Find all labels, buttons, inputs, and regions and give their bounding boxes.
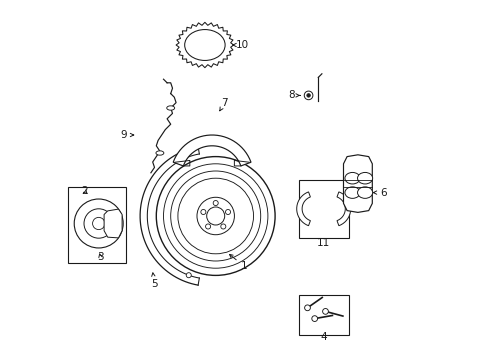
Text: 4: 4 xyxy=(320,332,326,342)
Text: 2: 2 xyxy=(81,186,87,196)
Text: 6: 6 xyxy=(373,188,386,198)
Ellipse shape xyxy=(344,172,359,184)
Bar xyxy=(68,187,125,263)
Circle shape xyxy=(156,157,275,275)
Ellipse shape xyxy=(357,187,372,198)
Ellipse shape xyxy=(184,30,224,60)
Circle shape xyxy=(92,217,104,230)
Text: 11: 11 xyxy=(316,238,330,248)
Circle shape xyxy=(304,91,312,100)
Bar xyxy=(298,180,348,238)
Text: 3: 3 xyxy=(97,252,103,262)
Circle shape xyxy=(74,199,123,248)
Text: 1: 1 xyxy=(229,255,247,271)
Text: 8: 8 xyxy=(287,90,300,100)
Circle shape xyxy=(206,207,224,225)
Text: 9: 9 xyxy=(121,130,133,140)
Circle shape xyxy=(225,210,230,215)
Polygon shape xyxy=(343,155,371,212)
Circle shape xyxy=(221,224,225,229)
Circle shape xyxy=(205,224,210,229)
Polygon shape xyxy=(104,209,122,238)
Circle shape xyxy=(201,210,205,215)
Ellipse shape xyxy=(357,172,372,184)
Polygon shape xyxy=(140,147,199,285)
Circle shape xyxy=(304,305,310,311)
Text: 5: 5 xyxy=(151,273,158,289)
Circle shape xyxy=(322,309,328,314)
Polygon shape xyxy=(173,135,250,166)
Bar xyxy=(298,295,348,335)
Ellipse shape xyxy=(156,151,163,155)
Polygon shape xyxy=(296,192,310,226)
Circle shape xyxy=(213,201,218,206)
Ellipse shape xyxy=(344,187,359,198)
Ellipse shape xyxy=(166,106,174,110)
Circle shape xyxy=(197,197,234,235)
Polygon shape xyxy=(336,192,350,226)
Circle shape xyxy=(311,316,317,321)
Circle shape xyxy=(186,273,191,278)
Circle shape xyxy=(306,94,310,97)
Circle shape xyxy=(84,209,113,238)
Text: 7: 7 xyxy=(219,98,227,111)
Text: 10: 10 xyxy=(232,40,249,50)
